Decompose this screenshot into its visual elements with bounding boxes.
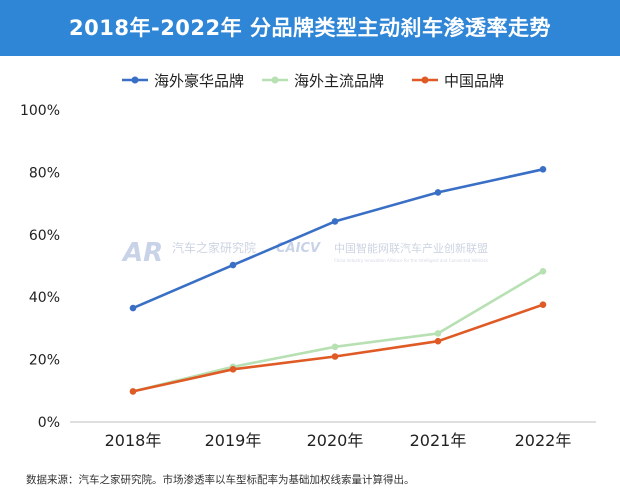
data-point-1-1	[129, 304, 137, 312]
legend-label-2: 海外主流品牌	[294, 72, 384, 90]
legend: 海外豪华品牌 海外主流品牌 中国品牌	[122, 72, 504, 90]
y-tick-label: 80%	[29, 165, 60, 181]
x-tick-label: 2019年	[205, 431, 262, 450]
watermark: AR 汽车之家研究院 CAICV 中国智能网联汽车产业创新联盟 China Indust…	[121, 238, 488, 268]
watermark-ar-logo: AR	[121, 238, 163, 268]
x-tick-label: 2022年	[515, 431, 572, 450]
data-point-1-5	[539, 166, 547, 173]
series-group	[129, 166, 547, 395]
y-axis: 0% 20% 40% 60% 80% 100%	[20, 103, 60, 431]
series-line-2	[131, 270, 545, 393]
data-point-2-4	[434, 330, 442, 337]
watermark-caicv-subtext: China Industry Innovation Alliance for t…	[334, 258, 488, 263]
x-tick-label: 2018年	[105, 431, 162, 450]
data-point-3-2	[229, 366, 237, 373]
y-tick-label: 0%	[38, 415, 60, 431]
legend-label-1: 海外豪华品牌	[154, 72, 244, 90]
x-axis: 2018年 2019年 2020年 2021年 2022年	[70, 421, 596, 450]
data-point-3-5	[539, 301, 547, 308]
y-tick-label: 20%	[29, 353, 60, 369]
watermark-caicv-text: 中国智能网联汽车产业创新联盟	[334, 241, 488, 255]
data-point-3-4	[434, 337, 442, 345]
watermark-ar-text: 汽车之家研究院	[172, 240, 256, 255]
data-point-2-3	[331, 343, 339, 351]
data-source-note: 数据来源：汽车之家研究院。市场渗透率以车型标配率为基础加权线索量计算得出。	[26, 474, 415, 486]
data-point-3-3	[331, 353, 339, 360]
legend-marker-3	[421, 76, 429, 84]
data-point-2-5	[539, 268, 547, 275]
watermark-caicv-logo: CAICV	[276, 241, 321, 256]
y-tick-label: 100%	[20, 103, 60, 119]
y-tick-label: 40%	[29, 290, 60, 306]
legend-marker-2	[271, 76, 279, 84]
data-point-3-1	[129, 388, 137, 395]
data-point-1-2	[229, 261, 237, 269]
data-point-1-3	[331, 218, 339, 225]
legend-label-3: 中国品牌	[444, 72, 504, 90]
legend-marker-1	[131, 76, 139, 84]
data-point-1-4	[434, 189, 442, 196]
x-tick-label: 2021年	[410, 431, 467, 450]
x-tick-label: 2020年	[307, 431, 364, 450]
y-tick-label: 60%	[29, 228, 60, 244]
chart-title: 2018年-2022年 分品牌类型主动刹车渗透率走势	[0, 0, 620, 56]
line-chart: AR 汽车之家研究院 CAICV 中国智能网联汽车产业创新联盟 China Indust…	[20, 72, 596, 450]
series-line-1	[131, 168, 545, 310]
